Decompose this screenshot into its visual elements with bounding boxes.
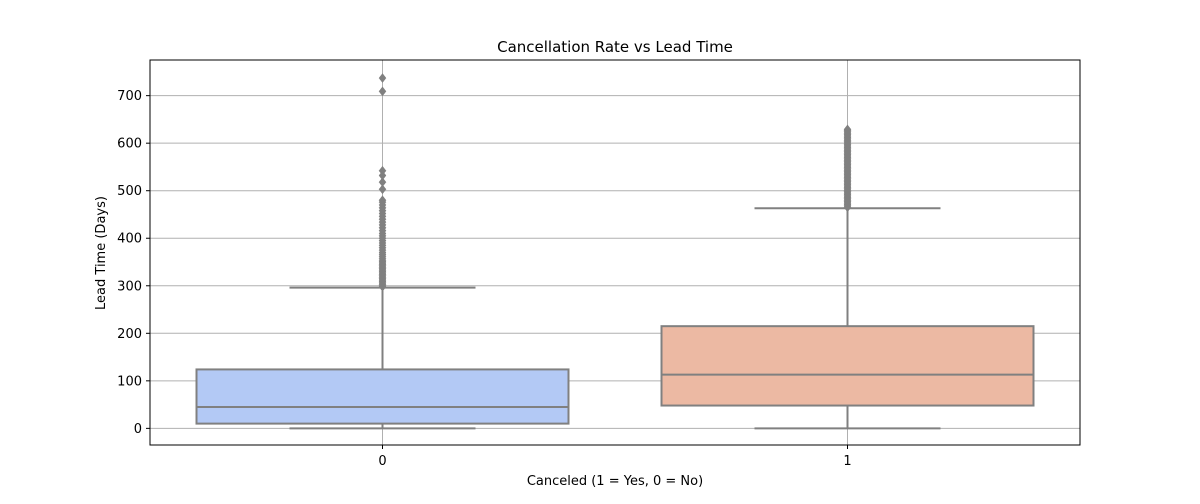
outlier-point	[378, 195, 387, 206]
y-tick-label: 100	[117, 374, 142, 389]
outlier-point	[378, 184, 387, 195]
box-group-0	[195, 73, 570, 430]
plot-area-frame	[149, 59, 1081, 446]
y-axis-label: Lead Time (Days)	[94, 196, 109, 310]
chart-title: Cancellation Rate vs Lead Time	[497, 38, 733, 56]
y-tick-label: 200	[117, 327, 142, 342]
boxes-layer	[195, 73, 1035, 430]
ticks-layer: 0 100 200 300 400 500 600 700 0 1	[117, 89, 851, 469]
outlier-point	[378, 73, 387, 83]
outlier-point	[843, 124, 852, 135]
x-tick-label: 1	[843, 454, 851, 469]
iqr-box	[195, 368, 570, 425]
y-tick-label: 500	[117, 184, 142, 199]
y-tick-label: 600	[117, 137, 142, 152]
box-group-1	[660, 124, 1035, 430]
outlier-point	[378, 165, 387, 176]
y-tick-label: 0	[134, 422, 142, 437]
outlier-point	[378, 177, 387, 188]
y-tick-label: 300	[117, 279, 142, 294]
x-axis-label: Canceled (1 = Yes, 0 = No)	[527, 474, 703, 489]
outlier-point	[378, 86, 387, 97]
y-tick-label: 700	[117, 89, 142, 104]
x-tick-label: 0	[378, 454, 386, 469]
iqr-box	[660, 325, 1035, 407]
y-tick-label: 400	[117, 232, 142, 247]
